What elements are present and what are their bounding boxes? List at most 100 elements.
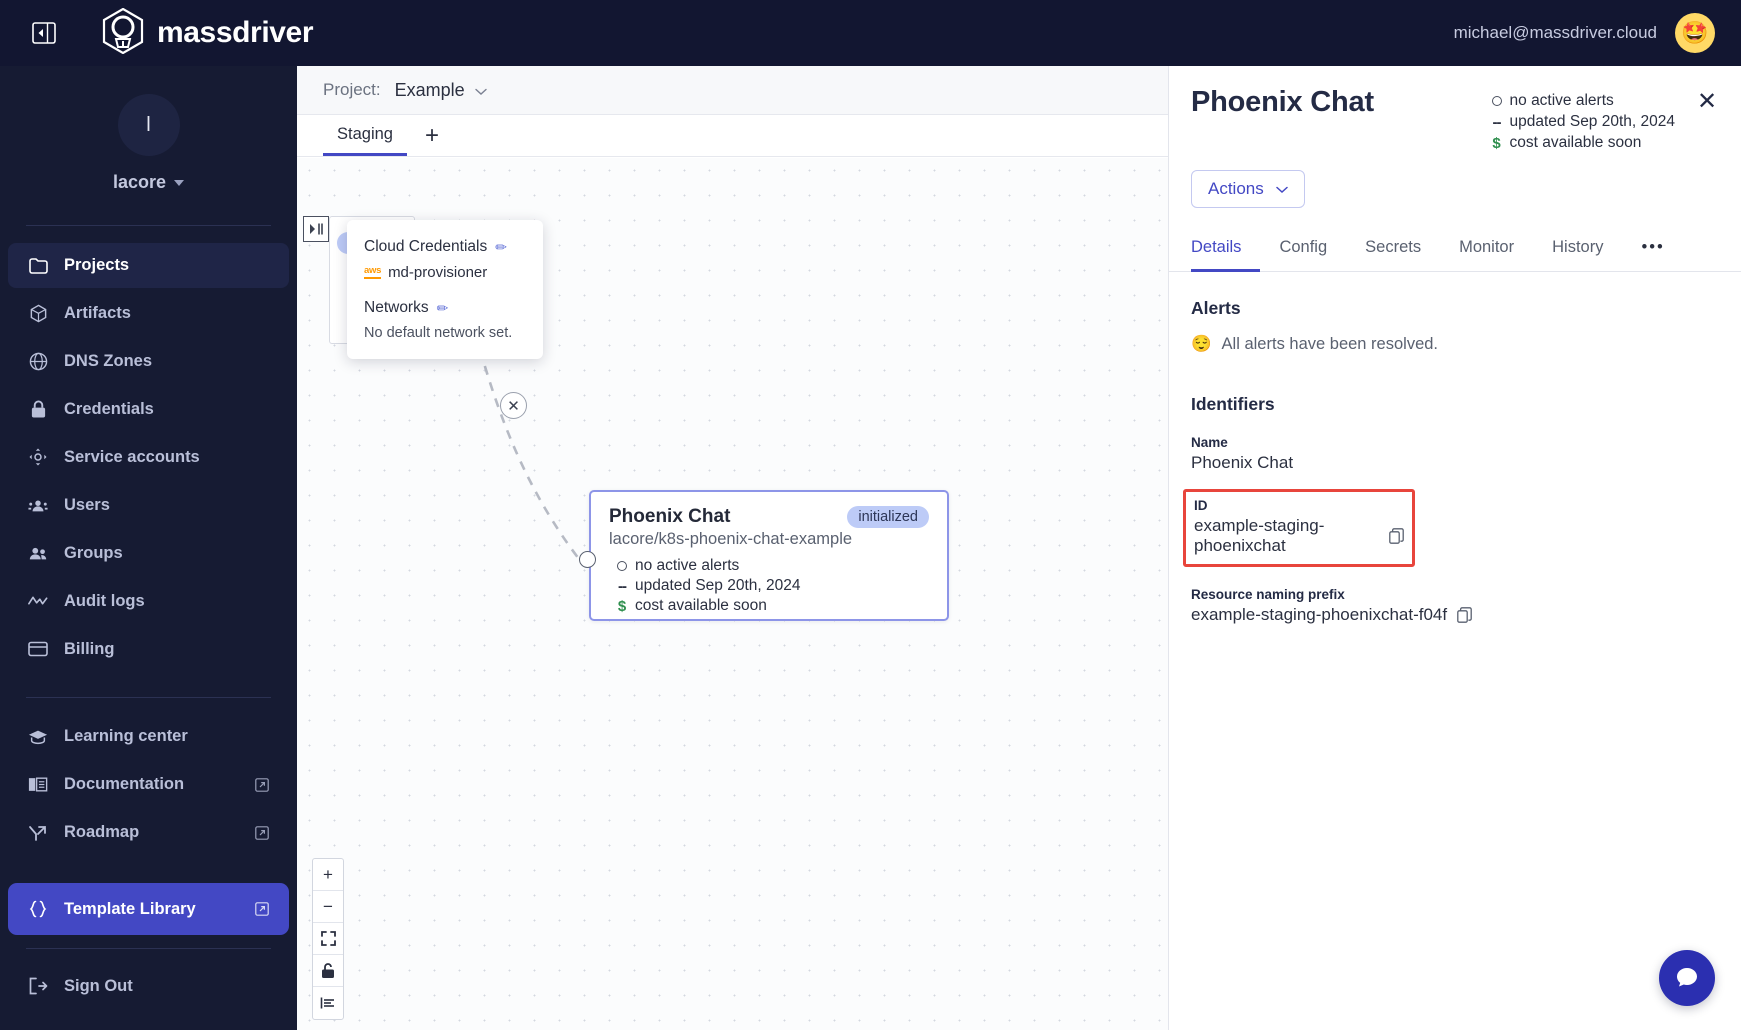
avatar[interactable]: 🤩 xyxy=(1675,13,1715,53)
braces-icon xyxy=(28,899,48,919)
folder-icon xyxy=(28,255,48,275)
branch-icon xyxy=(28,823,48,843)
sidebar-item-projects[interactable]: Projects xyxy=(8,242,289,288)
sidebar-nav: Projects Artifacts DNS Zones Credentials xyxy=(0,240,297,675)
actions-button[interactable]: Actions xyxy=(1191,170,1305,208)
details-body: Alerts 😌 All alerts have been resolved. … xyxy=(1169,272,1741,625)
tab-details[interactable]: Details xyxy=(1191,228,1261,272)
field-value: Phoenix Chat xyxy=(1191,453,1294,472)
project-selector[interactable]: Example xyxy=(395,80,487,101)
details-stat-updated: -- updated Sep 20th, 2024 xyxy=(1484,113,1675,131)
tab-config[interactable]: Config xyxy=(1279,238,1328,256)
sidebar-item-credentials[interactable]: Credentials xyxy=(8,387,289,432)
external-link-icon xyxy=(255,825,269,840)
align-button[interactable] xyxy=(313,987,343,1019)
brand[interactable]: massdriver xyxy=(102,7,314,59)
copy-icon[interactable] xyxy=(1457,607,1472,623)
sidebar-item-roadmap[interactable]: Roadmap xyxy=(8,810,289,855)
close-icon[interactable]: ✕ xyxy=(1696,88,1718,115)
field-label: Resource naming prefix xyxy=(1191,587,1345,602)
field-value-row: example-staging-phoenixchat-f04f xyxy=(1191,605,1715,625)
zoom-in-button[interactable]: + xyxy=(313,859,343,891)
lock-button[interactable] xyxy=(313,955,343,987)
sign-out-button[interactable]: Sign Out xyxy=(8,964,289,1009)
tab-staging[interactable]: Staging xyxy=(323,115,407,156)
sidebar-item-label: Template Library xyxy=(64,899,196,918)
details-panel: Phoenix Chat no active alerts -- updated… xyxy=(1168,66,1741,1030)
tab-secrets[interactable]: Secrets xyxy=(1365,238,1422,256)
sidebar-item-service-accounts[interactable]: Service accounts xyxy=(8,435,289,480)
chat-bubble-icon[interactable] xyxy=(1659,950,1715,1006)
networks-value: No default network set. xyxy=(364,325,513,341)
sidebar-item-audit-logs[interactable]: Audit logs xyxy=(8,579,289,624)
details-title-row: Phoenix Chat no active alerts -- updated… xyxy=(1191,86,1715,152)
dashes-icon: -- xyxy=(1492,113,1502,131)
sidebar-item-users[interactable]: Users xyxy=(8,483,289,528)
node-stat-label: updated Sep 20th, 2024 xyxy=(635,577,801,594)
environment-settings-popover: Cloud Credentials ✏ aws md-provisioner N… xyxy=(347,220,543,359)
details-tabs: Details Config Secrets Monitor History •… xyxy=(1169,228,1741,272)
node-title: Phoenix Chat xyxy=(609,506,731,527)
copy-icon[interactable] xyxy=(1389,528,1404,544)
field-value-row: example-staging-phoenixchat xyxy=(1194,516,1404,556)
details-stat-label: updated Sep 20th, 2024 xyxy=(1509,113,1675,130)
sidebar: l lacore Projects Artifacts xyxy=(0,66,297,1030)
node-stat-alerts: no active alerts xyxy=(609,557,929,575)
sidebar-item-label: Documentation xyxy=(64,775,185,794)
signout-divider xyxy=(26,948,271,949)
sidebar-item-dns-zones[interactable]: DNS Zones xyxy=(8,339,289,384)
chevron-down-icon xyxy=(174,179,185,186)
org-switcher[interactable]: lacore xyxy=(113,172,185,193)
zoom-out-button[interactable]: − xyxy=(313,891,343,923)
users-icon xyxy=(28,495,48,515)
chevron-down-icon xyxy=(1276,179,1288,199)
panel-collapse-icon[interactable] xyxy=(26,15,62,51)
graduation-icon xyxy=(28,727,48,747)
sidebar-item-label: Projects xyxy=(64,255,130,274)
sidebar-item-label: Artifacts xyxy=(64,303,131,322)
dollar-icon: $ xyxy=(617,597,627,615)
status-badge: initialized xyxy=(847,506,929,528)
sidebar-item-label: Service accounts xyxy=(64,447,200,466)
sidebar-item-artifacts[interactable]: Artifacts xyxy=(8,291,289,336)
identifiers-heading: Identifiers xyxy=(1191,394,1275,414)
lock-icon xyxy=(28,399,48,419)
page-title: Phoenix Chat xyxy=(1191,86,1374,118)
popover-gap xyxy=(364,281,526,299)
add-environment-button[interactable]: + xyxy=(424,121,439,149)
details-status-list: no active alerts -- updated Sep 20th, 20… xyxy=(1484,92,1675,152)
globe-icon xyxy=(28,351,48,371)
section-gap xyxy=(1191,354,1715,394)
sidebar-item-billing[interactable]: Billing xyxy=(8,627,289,672)
user-email: michael@massdriver.cloud xyxy=(1453,23,1657,42)
field-id: ID example-staging-phoenixchat xyxy=(1183,489,1415,567)
sidebar-item-groups[interactable]: Groups xyxy=(8,531,289,576)
delete-edge-button[interactable]: ✕ xyxy=(500,392,527,419)
field-value: example-staging-phoenixchat xyxy=(1194,516,1325,555)
sidebar-item-documentation[interactable]: Documentation xyxy=(8,762,289,807)
node-stats: no active alerts -- updated Sep 20th, 20… xyxy=(609,557,929,615)
tab-monitor[interactable]: Monitor xyxy=(1459,238,1515,256)
edit-pencil-icon[interactable]: ✏ xyxy=(436,299,449,316)
org-block: l lacore xyxy=(0,66,297,203)
tab-history[interactable]: History xyxy=(1552,238,1604,256)
field-label: Name xyxy=(1191,435,1228,450)
external-link-icon xyxy=(255,777,269,792)
node-card-phoenix-chat[interactable]: Phoenix Chat initialized lacore/k8s-phoe… xyxy=(589,490,949,621)
sidebar-footer: Sign Out xyxy=(0,961,297,1030)
edit-pencil-icon[interactable]: ✏ xyxy=(495,238,507,255)
cloud-credentials-title: Cloud Credentials xyxy=(364,238,488,255)
expand-drawer-button[interactable] xyxy=(303,216,329,242)
card-icon xyxy=(28,639,48,659)
org-avatar[interactable]: l xyxy=(117,94,180,156)
signout-icon xyxy=(28,976,48,996)
sidebar-item-template-library[interactable]: Template Library xyxy=(8,883,289,936)
sidebar-item-learning-center[interactable]: Learning center xyxy=(8,714,289,759)
node-stat-cost: $ cost available soon xyxy=(609,597,929,615)
field-resource-naming-prefix: Resource naming prefix example-staging-p… xyxy=(1191,587,1715,625)
node-input-port[interactable] xyxy=(579,551,596,568)
node-stat-updated: -- updated Sep 20th, 2024 xyxy=(609,577,929,595)
field-label: ID xyxy=(1194,498,1208,513)
fit-view-button[interactable] xyxy=(313,923,343,955)
tab-more-button[interactable]: ••• xyxy=(1641,238,1665,256)
